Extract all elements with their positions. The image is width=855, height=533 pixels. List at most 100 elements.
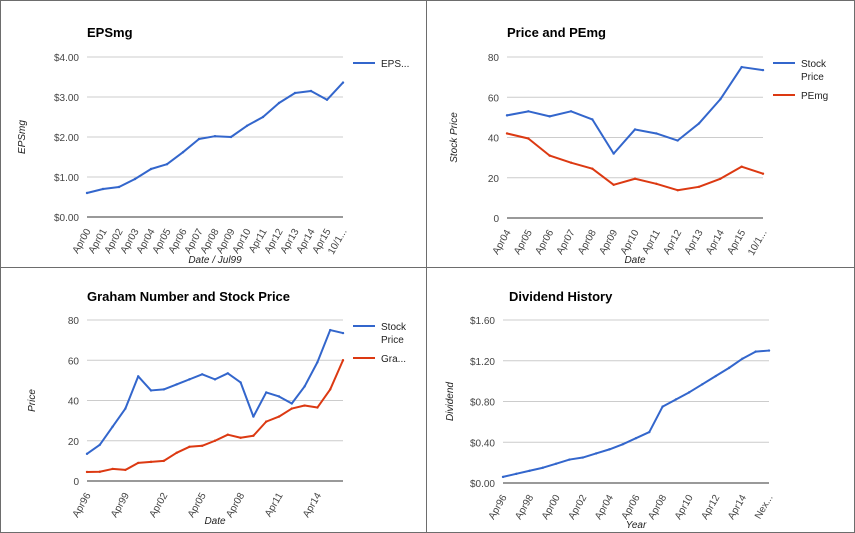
x-tick-label: Apr05 <box>512 228 535 257</box>
y-tick-label: $2.00 <box>54 133 79 144</box>
data-point <box>591 118 594 121</box>
data-point <box>316 406 319 409</box>
x-tick-label: Apr11 <box>263 491 286 519</box>
data-point <box>341 331 345 335</box>
data-point <box>226 433 229 436</box>
chart-title: Dividend History <box>509 289 613 304</box>
data-point <box>719 177 722 180</box>
y-axis-label: Dividend <box>445 382 456 421</box>
data-point <box>633 177 637 180</box>
price-pe-chart-panel: Price and PEmg 0 20 40 60 80 Apr04 Apr05 Apr06 Ap… <box>426 0 855 268</box>
data-point <box>676 189 679 192</box>
data-point <box>633 128 637 131</box>
y-tick-label: $3.00 <box>54 93 79 104</box>
x-tick-label: Apr08 <box>646 493 669 522</box>
data-point <box>648 430 651 434</box>
x-tick-label: Apr98 <box>513 493 536 522</box>
data-point <box>329 388 332 391</box>
x-tick-label: Apr08 <box>224 491 247 520</box>
y-axis-label: Stock Price <box>449 112 460 163</box>
data-point <box>149 167 153 171</box>
eps-chart-panel: EPSmg $0.00 $1.00 $2.00 $3.00 $4.00 Apr00 Apr01… <box>0 0 427 268</box>
data-point <box>175 451 178 455</box>
legend-label: Stock Price <box>801 59 827 83</box>
data-point <box>265 420 268 423</box>
data-point <box>252 415 255 418</box>
y-tick-label: $0.40 <box>470 438 495 449</box>
data-point <box>201 373 204 376</box>
data-point <box>719 98 722 101</box>
data-point <box>213 135 217 138</box>
x-tick-label: Nex... <box>753 493 776 521</box>
y-tick-label: 40 <box>488 134 500 145</box>
dividend-chart-panel: Dividend History $0.00 $0.40 $0.80 $1.20 $1.6… <box>426 267 855 533</box>
x-tick-label: Apr06 <box>620 493 643 522</box>
y-axis-label: EPSmg <box>17 120 28 154</box>
data-point <box>740 165 743 168</box>
series-line-0 <box>506 66 764 155</box>
chart-title: Graham Number and Stock Price <box>87 289 290 304</box>
data-point <box>591 167 594 170</box>
data-point <box>137 461 140 465</box>
data-point <box>290 407 293 410</box>
x-tick-label: Apr14 <box>301 491 324 520</box>
data-point <box>261 115 265 119</box>
legend-label: Gra... <box>381 354 406 365</box>
data-point <box>277 415 281 418</box>
data-point <box>541 466 545 469</box>
x-tick-label: Apr13 <box>683 228 706 257</box>
data-point <box>165 163 169 166</box>
y-tick-label: $0.00 <box>54 213 79 224</box>
x-tick-label: Apr96 <box>71 491 94 520</box>
data-point <box>98 470 102 473</box>
y-tick-label: $1.60 <box>470 316 495 327</box>
data-point <box>213 439 217 442</box>
data-point <box>527 110 530 113</box>
data-point <box>714 374 717 378</box>
data-point <box>555 462 558 465</box>
y-tick-label: 0 <box>73 477 79 488</box>
data-point <box>688 391 691 394</box>
data-point <box>655 182 658 185</box>
y-tick-label: $1.20 <box>470 357 495 368</box>
legend-label: EPS... <box>381 59 409 70</box>
data-point <box>676 139 679 142</box>
y-tick-label: 40 <box>68 397 80 408</box>
data-point <box>133 177 137 181</box>
y-tick-label: $0.80 <box>470 398 495 409</box>
chart-title: Price and PEmg <box>507 25 606 40</box>
data-point <box>569 110 573 113</box>
data-point <box>239 381 242 384</box>
data-point <box>612 183 615 186</box>
x-tick-label: Apr12 <box>661 228 684 257</box>
x-tick-label: Apr10 <box>673 493 696 522</box>
data-point <box>634 436 638 440</box>
data-point <box>674 398 678 401</box>
graham-chart-panel: Graham Number and Stock Price 0 20 40 60 80 Ap… <box>0 267 427 533</box>
y-axis-label: Price <box>27 389 38 412</box>
y-tick-label: 80 <box>68 316 80 327</box>
series-line-0 <box>502 349 770 478</box>
x-tick-label: Apr02 <box>567 493 590 522</box>
data-point <box>505 114 509 117</box>
data-point <box>697 122 701 125</box>
data-point <box>149 460 153 464</box>
data-point <box>239 436 242 439</box>
y-tick-label: $0.00 <box>470 479 495 490</box>
data-point <box>661 405 664 408</box>
y-tick-label: 60 <box>68 356 80 367</box>
data-point <box>329 328 332 332</box>
data-point <box>527 137 530 140</box>
series-line-0 <box>86 329 344 455</box>
data-point <box>697 185 701 189</box>
data-point <box>85 452 89 456</box>
data-point <box>213 378 217 381</box>
y-tick-label: 20 <box>488 174 500 185</box>
legend-label: Stock Price <box>381 322 407 346</box>
x-axis-label: Date / Jul99 <box>188 255 242 266</box>
data-point <box>568 458 571 461</box>
data-point <box>505 132 509 135</box>
data-point <box>316 361 319 364</box>
x-tick-label: Apr09 <box>597 228 620 257</box>
x-axis-label: Date <box>204 516 226 527</box>
